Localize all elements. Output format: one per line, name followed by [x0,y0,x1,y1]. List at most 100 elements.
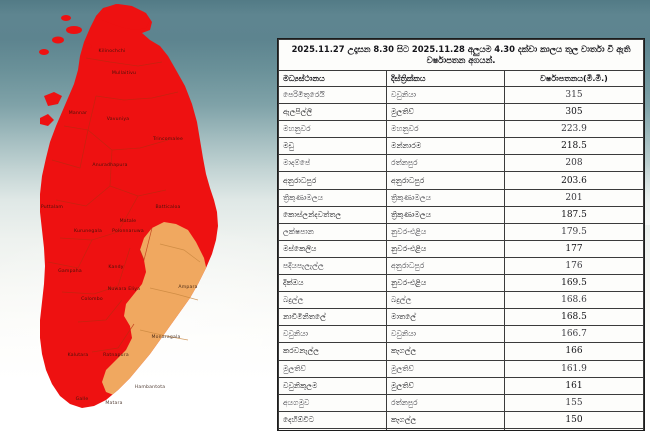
cell-rainfall: 169.5 [504,274,644,293]
svg-text:Kandy: Kandy [108,264,123,270]
cell-station: පෙරිමිතුරෙයි [278,85,387,105]
table-row: මස්කෙලිය නුවර-එළිය 177 [278,239,644,258]
column-header-district: දිස්ත්‍රික්කය [386,70,505,87]
cell-station: වවුනියා [278,325,387,344]
table-row: අයගමුව රත්නපුර 155 [278,393,644,412]
table-row: වවුනියා වවුනියා 166.7 [278,325,644,344]
cell-station: ලක්ෂපාන [278,222,387,241]
cell-rainfall: 150 [504,410,644,429]
table-row: පදියපැලැල්ල අනුරාධපුර 176 [278,256,644,276]
cell-rainfall: 166 [504,342,644,361]
cell-district: නුවර-එළිය [386,274,505,293]
svg-text:Hambantota: Hambantota [135,384,166,390]
cell-rainfall: 305 [504,103,644,122]
table-row: අනුරාධපුර අනුරාධපුර 203.6 [278,171,644,190]
svg-text:Mannar: Mannar [69,110,88,116]
cell-rainfall: 168.6 [504,291,644,310]
svg-text:Batticaloa: Batticaloa [155,204,180,210]
cell-rainfall: 223.9 [504,120,644,139]
cell-rainfall: 315 [504,85,644,105]
cell-station: ත්‍රිකුණාමලය [278,188,387,207]
cell-station: මහනුවර [278,120,387,139]
svg-text:Ratnapura: Ratnapura [103,352,129,358]
cell-station: මස්කෙලිය [278,239,387,258]
cell-station: දික්ඔය [278,274,387,293]
cell-district: මුලතිව් [386,103,505,122]
svg-text:Anuradhapura: Anuradhapura [92,162,127,168]
cell-district: මුලතිව් [386,376,505,395]
cell-rainfall: 155 [504,393,644,412]
cell-district: කෑගල්ල [386,342,505,361]
cell-rainfall: 150 [504,427,644,430]
svg-text:Ampara: Ampara [178,284,197,290]
table-row: නාවිමිනිතලේ මාතලේ 168.5 [278,308,644,327]
cell-district: රත්නපුර [386,393,505,412]
table-row: මහනුවර මහනුවර 223.9 [278,120,644,139]
table-row: බදුල්ල බදුල්ල 168.6 [278,291,644,310]
svg-text:Gampaha: Gampaha [58,268,82,274]
cell-district: ත්‍රිකුණාමලය [386,188,505,207]
cell-rainfall: 166.7 [504,325,644,344]
cell-station: මඩු [278,137,387,156]
cell-station: පදියපැලැල්ල [278,256,387,276]
cell-station: කොස්ලන්දවත්තල [278,205,387,224]
svg-text:Vavuniya: Vavuniya [107,116,130,122]
cell-rainfall: 187.5 [504,205,644,224]
cell-station: අනුරාධපුර [278,171,387,190]
cell-station: ඇලපිල්ලි [278,103,387,122]
cell-rainfall: 177 [504,239,644,258]
cell-district: ත්‍රිකුණාමලය [386,205,505,224]
svg-text:Polonnaruwa: Polonnaruwa [112,228,144,234]
cell-station: මාදම්පේ [278,154,387,173]
cell-station: අයගමුව [278,393,387,412]
svg-text:Galle: Galle [76,396,89,402]
cell-district: රත්නපුර [386,154,505,173]
cell-station: කඩවි [278,427,387,430]
svg-text:Nuwara Eliya: Nuwara Eliya [108,286,140,292]
cell-rainfall: 208 [504,154,644,173]
cell-district: මන්නාරම [386,137,505,156]
svg-text:Kalutara: Kalutara [68,352,89,358]
cell-district: බදුල්ල [386,291,505,310]
cell-district: අනුරාධපුර [386,256,505,276]
table-row: මඩු මන්නාරම 218.5 [278,137,644,156]
cell-rainfall: 218.5 [504,137,644,156]
sri-lanka-map: Kilinochchi Mullaitivu Mannar Vavuniya T… [0,0,280,433]
cell-district: මහනුවර [386,120,505,139]
svg-text:Matara: Matara [105,400,122,406]
cell-district: අනුරාධපුර [386,171,505,190]
cell-station: දෙහිඕවිට [278,410,387,429]
cell-rainfall: 176 [504,256,644,276]
table-row: කඩවිරත්නපුර150 [278,427,644,430]
table-row: දික්ඔය නුවර-එළිය 169.5 [278,274,644,293]
cell-rainfall: 201 [504,188,644,207]
cell-station: මුලතිව් [278,359,387,378]
cell-district: වවුනියා [386,325,505,344]
svg-text:Monaragala: Monaragala [151,334,180,340]
cell-district: මාතලේ [386,308,505,327]
table-row: ලක්ෂපාන නුවර-එළිය 179.5 [278,222,644,241]
table-row: ත්‍රිකුණාමලය ත්‍රිකුණාමලය 201 [278,188,644,207]
column-header-rainfall: වර්ෂාපතනය(මි.මී.) [504,70,644,87]
cell-district: නුවර-එළිය [386,222,505,241]
svg-text:Puttalam: Puttalam [41,204,64,210]
table-row: මාදම්පේ රත්නපුර 208 [278,154,644,173]
table-row: කොස්ලන්දවත්තල ත්‍රිකුණාමලය 187.5 [278,205,644,224]
rainfall-table-panel: 2025.11.27 උදෑසන 8.30 සිට 2025.11.28 අලු… [277,38,645,431]
cell-rainfall: 161.9 [504,359,644,378]
cell-district: නුවර-එළිය [386,239,505,258]
cell-rainfall: 161 [504,376,644,395]
cell-station: කරවනැල්ල [278,342,387,361]
cell-station: බදුල්ල [278,291,387,310]
table-row: ඇලපිල්ලි මුලතිව් 305 [278,103,644,122]
table-title: 2025.11.27 උදෑසන 8.30 සිට 2025.11.28 අලු… [278,39,644,71]
cell-district: කෑගල්ල [386,410,505,429]
cell-rainfall: 168.5 [504,308,644,327]
table-title-row: 2025.11.27 උදෑසන 8.30 සිට 2025.11.28 අලු… [278,39,644,71]
svg-text:Matale: Matale [120,218,137,224]
svg-text:Mullaitivu: Mullaitivu [112,70,136,76]
cell-rainfall: 179.5 [504,222,644,241]
svg-text:Trincomalee: Trincomalee [152,136,183,142]
table-row: මුලතිව් මුලතිව් 161.9 [278,359,644,378]
map-district-labels: Kilinochchi Mullaitivu Mannar Vavuniya T… [41,48,198,406]
